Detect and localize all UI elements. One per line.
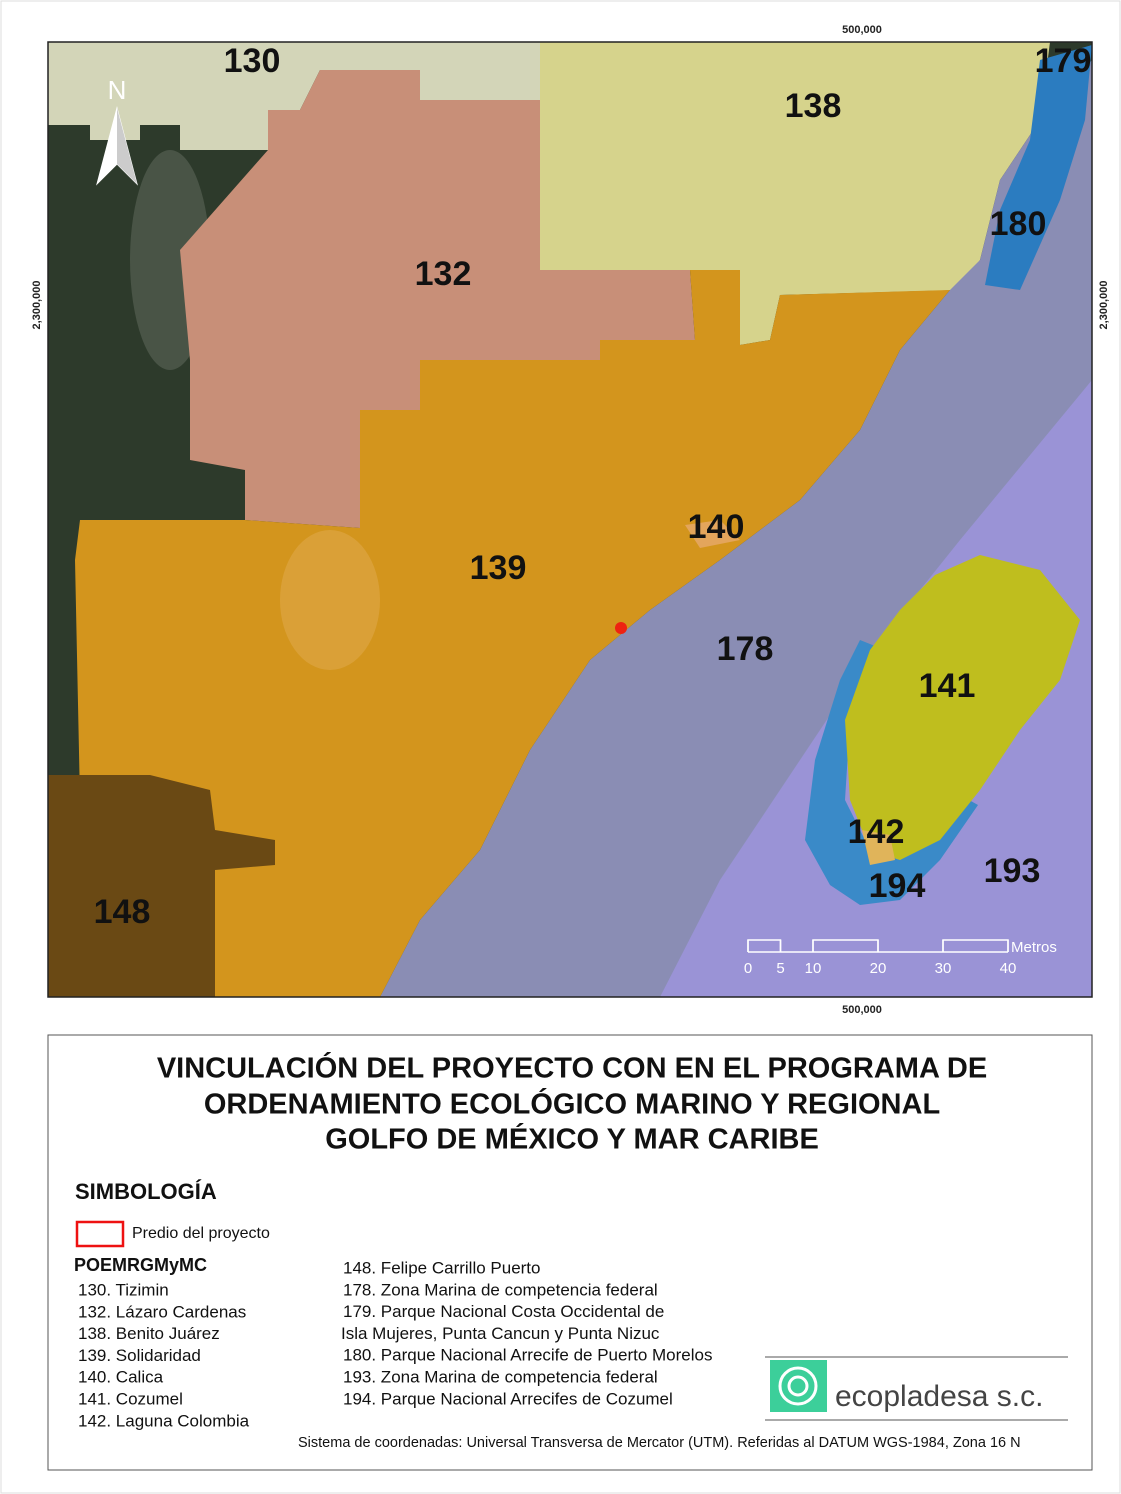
zone-142 — [862, 830, 895, 865]
coord-bottom: 500,000 — [842, 1004, 882, 1016]
scale-bar: 0 5 10 20 30 40 Metros — [744, 939, 1057, 977]
zone-label: 193 — [984, 852, 1041, 890]
zone-140 — [685, 520, 740, 548]
scale-tick-label: 0 — [744, 960, 752, 977]
coord-left: 2,300,000 — [31, 281, 43, 330]
zone-138 — [540, 42, 1050, 345]
legend-items: 130. Tizimin 132. Lázaro Cardenas 138. Ben… — [78, 1258, 712, 1430]
scale-tick-label: 10 — [805, 960, 822, 977]
group-label: POEMRGMyMC — [74, 1255, 207, 1275]
scale-tick-label: 5 — [776, 960, 784, 977]
legend-item: 178. Zona Marina de competencia federal — [343, 1280, 658, 1299]
legend-item: 132. Lázaro Cardenas — [78, 1302, 246, 1321]
project-label: Predio del proyecto — [132, 1225, 270, 1242]
zone-label: 138 — [785, 87, 842, 125]
logo-spiral — [787, 1375, 809, 1397]
legend-item: 179. Parque Nacional Costa Occidental de — [343, 1302, 664, 1321]
legend-item: 141. Cozumel — [78, 1389, 183, 1408]
coord-top: 500,000 — [842, 24, 882, 36]
legend-item: 138. Benito Juárez — [78, 1324, 220, 1343]
map-area — [48, 42, 1092, 997]
zone-132 — [180, 70, 695, 528]
legend-item: 139. Solidaridad — [78, 1346, 201, 1365]
logo-text: ecopladesa s.c. — [835, 1380, 1043, 1413]
legend-box — [47, 1034, 1093, 1471]
legend-item: 194. Parque Nacional Arrecifes de Cozume… — [343, 1389, 673, 1408]
project-symbol — [75, 1220, 125, 1248]
zone-label: 142 — [848, 813, 905, 851]
zone-labels: 130 132 138 139 140 141 142 148 178 179 180 193 194 — [94, 42, 1092, 931]
zone-label: 179 — [1035, 42, 1092, 80]
scale-tick-label: 40 — [1000, 960, 1017, 977]
north-label: N — [108, 75, 127, 105]
zone-label: 180 — [990, 205, 1047, 243]
legend-item: 193. Zona Marina de competencia federal — [343, 1367, 658, 1386]
zone-label: 141 — [919, 667, 976, 705]
title-line: GOLFO DE MÉXICO Y MAR CARIBE — [325, 1122, 819, 1156]
scale-unit: Metros — [1011, 939, 1057, 956]
legend-item: Isla Mujeres, Punta Cancun y Punta Nizuc — [341, 1324, 660, 1343]
zone-141 — [845, 555, 1080, 860]
coord-right: 2,300,000 — [1098, 281, 1110, 330]
map-frame — [47, 41, 1093, 998]
zone-label: 194 — [869, 867, 926, 905]
title-line: ORDENAMIENTO ECOLÓGICO MARINO Y REGIONAL — [204, 1087, 940, 1121]
north-arrow-shade — [117, 108, 137, 184]
project-site — [615, 622, 627, 634]
legend-item: 140. Calica — [78, 1368, 164, 1387]
zone-139 — [48, 270, 950, 997]
zone-label: 132 — [415, 255, 472, 293]
zone-label: 140 — [688, 508, 745, 546]
zone-label: 139 — [470, 549, 527, 587]
zone-label: 130 — [224, 42, 281, 80]
coordinate-note: Sistema de coordenadas: Universal Transv… — [298, 1435, 1021, 1451]
title-line: VINCULACIÓN DEL PROYECTO CON EN EL PROGR… — [157, 1051, 987, 1085]
logo-spiral — [778, 1366, 818, 1406]
logo-icon — [770, 1360, 827, 1412]
zone-180 — [985, 45, 1092, 290]
legend-item: 130. Tizimin — [78, 1280, 169, 1299]
legend-item: 180. Parque Nacional Arrecife de Puerto … — [343, 1346, 712, 1365]
legend-heading: SIMBOLOGÍA — [75, 1179, 217, 1204]
zone-148 — [48, 775, 275, 997]
scale-tick-label: 20 — [870, 960, 887, 977]
zone-label: 178 — [717, 630, 774, 668]
legend-item: 142. Laguna Colombia — [78, 1411, 250, 1430]
zone-130 — [48, 42, 540, 150]
zone-label: 148 — [94, 893, 151, 931]
scale-tick-label: 30 — [935, 960, 952, 977]
terrain — [280, 530, 380, 670]
legend-item: 148. Felipe Carrillo Puerto — [343, 1258, 540, 1277]
scale-segments — [747, 939, 1009, 953]
